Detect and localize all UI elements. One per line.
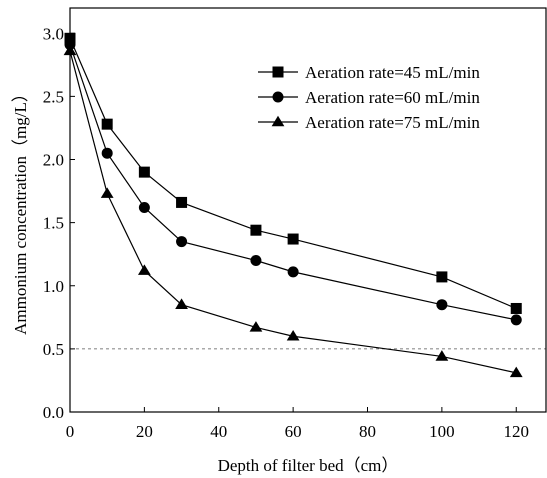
data-point-square	[250, 224, 262, 236]
y-tick-label: 1.0	[43, 277, 64, 296]
series-line	[69, 44, 517, 321]
y-axis-title: Ammonium concentration（mg/L）	[11, 85, 30, 335]
data-point-square	[176, 196, 188, 208]
data-point-square	[138, 166, 150, 178]
y-tick-label: 0.0	[43, 403, 64, 422]
y-tick-label: 2.5	[43, 87, 64, 106]
data-point-square	[287, 233, 299, 245]
data-point-circle	[436, 299, 448, 311]
series-line	[69, 38, 517, 310]
legend-marker-triangle	[271, 115, 285, 127]
y-tick-label: 1.5	[43, 214, 64, 233]
x-tick-label: 40	[210, 422, 227, 441]
data-point-square	[101, 118, 113, 130]
x-tick-label: 20	[136, 422, 153, 441]
legend-label: Aeration rate=45 mL/min	[305, 63, 480, 82]
data-point-circle	[176, 236, 188, 248]
data-point-triangle	[286, 329, 300, 341]
plot-layer	[63, 32, 546, 378]
data-point-triangle	[137, 264, 151, 275]
data-point-circle	[287, 266, 299, 278]
legend-item: Aeration rate=60 mL/min	[258, 88, 480, 107]
data-point-triangle	[249, 321, 263, 332]
tick-layer: 0 20 40 60 80 100 120 0.0 0.5 1.0 1.5 2.0 2.5 3.0	[43, 24, 529, 441]
legend-item: Aeration rate=45 mL/min	[258, 63, 480, 82]
x-tick-label: 100	[429, 422, 455, 441]
x-tick-label: 0	[66, 422, 75, 441]
x-tick-label: 80	[359, 422, 376, 441]
data-point-square	[436, 271, 448, 283]
data-point-triangle	[100, 187, 114, 198]
y-tick-label: 3.0	[43, 24, 64, 43]
data-point-circle	[138, 201, 150, 213]
legend: Aeration rate=45 mL/min Aeration rate=60 …	[258, 63, 480, 132]
series-2	[64, 39, 522, 326]
data-point-triangle	[175, 298, 188, 309]
legend-marker-circle	[272, 91, 284, 103]
series-line	[69, 50, 517, 374]
data-point-square	[510, 302, 522, 314]
legend-label: Aeration rate=60 mL/min	[305, 88, 480, 107]
plot-frame	[69, 7, 547, 413]
y-tick-label: 2.0	[43, 151, 64, 170]
x-tick-label: 60	[285, 422, 302, 441]
data-point-triangle	[509, 366, 523, 378]
data-point-triangle	[435, 350, 449, 361]
data-point-circle	[250, 255, 262, 266]
x-tick-label: 120	[504, 422, 530, 441]
series-3	[63, 44, 523, 378]
y-tick-label: 0.5	[43, 340, 64, 359]
legend-label: Aeration rate=75 mL/min	[305, 113, 480, 132]
legend-marker-square	[272, 66, 284, 78]
data-point-circle	[101, 147, 113, 159]
data-point-circle	[510, 314, 522, 326]
legend-item: Aeration rate=75 mL/min	[258, 113, 480, 132]
axes-layer	[69, 7, 547, 413]
x-axis-title: Depth of filter bed（cm）	[218, 456, 399, 475]
